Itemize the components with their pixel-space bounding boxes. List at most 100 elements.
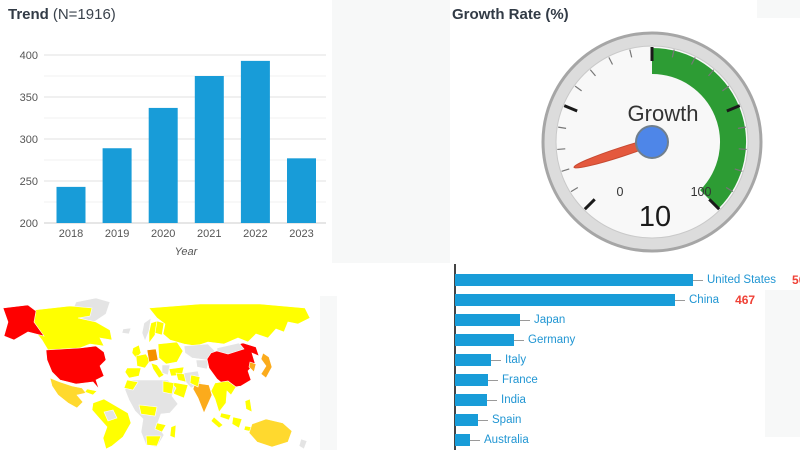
trend-bar[interactable] [240, 60, 270, 223]
country-label[interactable]: United States [707, 274, 777, 286]
country-row: Germany [455, 334, 575, 346]
gauge-value: 10 [639, 201, 671, 233]
map-region-india[interactable] [192, 382, 213, 414]
map-region-sumatra[interactable] [210, 416, 224, 429]
country-bar[interactable] [455, 394, 487, 406]
country-label[interactable]: Germany [528, 334, 576, 346]
map-region-zambia[interactable] [154, 422, 167, 433]
map-region-malaysia[interactable] [219, 412, 232, 421]
map-region-italy[interactable] [150, 362, 165, 379]
country-label[interactable]: China [689, 294, 720, 306]
gauge-major-tick [583, 198, 596, 211]
world-choropleth-map[interactable] [0, 296, 320, 450]
map-region-south-africa[interactable] [145, 435, 162, 447]
x-tick-label: 2018 [59, 228, 83, 240]
map-region-russia[interactable] [148, 303, 311, 347]
map-region-canada[interactable] [33, 305, 113, 351]
map-region-france[interactable] [135, 353, 151, 369]
country-callout-line [520, 319, 530, 321]
y-tick-label: 200 [20, 218, 38, 230]
country-row: Australia [455, 434, 529, 446]
country-row: United States 505 [455, 273, 800, 287]
gauge-minor-tick [589, 69, 596, 77]
background-strip [765, 290, 800, 437]
country-bar[interactable] [455, 314, 520, 326]
gauge-ticks [557, 47, 747, 211]
country-bar[interactable] [455, 434, 470, 446]
trend-bar[interactable] [148, 107, 178, 223]
map-region-sweden[interactable] [148, 320, 158, 344]
country-label[interactable]: Italy [505, 354, 527, 366]
gauge-minor-tick [671, 49, 675, 58]
map-region-iraq[interactable] [175, 372, 187, 383]
country-label[interactable]: Japan [534, 314, 566, 326]
map-region-egypt[interactable] [162, 380, 175, 395]
trend-bar[interactable] [102, 148, 132, 223]
country-label[interactable]: India [501, 394, 526, 406]
map-region-south-america[interactable] [91, 398, 132, 450]
map-region-west-africa[interactable] [138, 404, 158, 417]
map-region-morocco[interactable] [123, 379, 139, 391]
gauge-minor-tick [557, 148, 566, 151]
country-row: Italy [455, 354, 526, 366]
y-tick-label: 300 [20, 134, 38, 146]
country-callout-line [514, 339, 524, 341]
gauge-minor-tick [737, 126, 746, 129]
x-tick-label: 2020 [151, 228, 175, 240]
y-tick-label: 350 [20, 92, 38, 104]
map-region-eastern-europe[interactable] [157, 341, 184, 365]
country-callout-line [491, 359, 501, 361]
map-region-iceland[interactable] [121, 327, 132, 335]
background-strip [332, 0, 450, 263]
trend-bar[interactable] [56, 186, 86, 223]
country-label[interactable]: Australia [484, 434, 529, 446]
country-bar[interactable] [455, 274, 693, 286]
trend-title-count: (N=1916) [52, 6, 116, 23]
growth-gauge[interactable]: Growth 0 100 10 [540, 30, 764, 254]
country-bar[interactable] [455, 334, 514, 346]
gauge-minor-tick [570, 186, 579, 193]
map-region-pakistan[interactable] [189, 374, 201, 388]
country-label[interactable]: France [502, 374, 538, 386]
country-label[interactable]: Spain [492, 414, 522, 426]
country-bar-chart[interactable]: United States 505 China 467 Japan GermanyItal… [450, 262, 800, 450]
country-bar[interactable] [455, 414, 478, 426]
trend-bar[interactable] [287, 158, 316, 223]
map-region-germany[interactable] [146, 348, 159, 363]
map-region-spain[interactable] [124, 367, 142, 379]
trend-bar-chart[interactable]: 200 250 300 350 400 2018 2019 2020 2021 2022 2023 Y… [8, 28, 332, 263]
y-tick-label: 250 [20, 176, 38, 188]
map-region-south-korea[interactable] [248, 361, 257, 373]
map-region-australia[interactable] [248, 418, 293, 448]
map-region-balkans[interactable] [161, 364, 171, 376]
map-region-norway[interactable] [141, 317, 152, 342]
map-region-philippines[interactable] [244, 398, 253, 413]
x-axis-title: Year [175, 246, 199, 258]
map-region-sa-interior[interactable] [103, 409, 118, 422]
map-region-mexico[interactable] [49, 377, 87, 409]
y-tick-label: 400 [20, 50, 38, 62]
map-region-japan[interactable] [260, 352, 273, 379]
map-region-mongolia[interactable] [216, 342, 245, 355]
map-region-borneo[interactable] [231, 416, 243, 429]
map-region-central-asia[interactable] [195, 359, 210, 370]
country-value: 467 [735, 293, 756, 307]
map-region-usa-mainland[interactable] [45, 345, 107, 390]
country-row: Spain [455, 414, 521, 426]
country-bar[interactable] [455, 354, 491, 366]
country-bar[interactable] [455, 294, 675, 306]
trend-bar[interactable] [194, 76, 224, 223]
country-bar[interactable] [455, 374, 488, 386]
map-region-new-zealand[interactable] [298, 438, 308, 450]
country-row: France [455, 374, 538, 386]
map-region-china[interactable] [206, 342, 260, 389]
map-region-se-asia[interactable] [210, 380, 237, 413]
gauge-min-label: 0 [617, 185, 624, 199]
map-region-madagascar[interactable] [169, 424, 177, 439]
map-region-cuba[interactable] [84, 388, 98, 396]
map-region-alaska[interactable] [2, 304, 45, 341]
gauge-hub [635, 125, 669, 159]
map-region-finland[interactable] [154, 320, 165, 336]
growth-title-text: Growth Rate (%) [452, 6, 569, 23]
